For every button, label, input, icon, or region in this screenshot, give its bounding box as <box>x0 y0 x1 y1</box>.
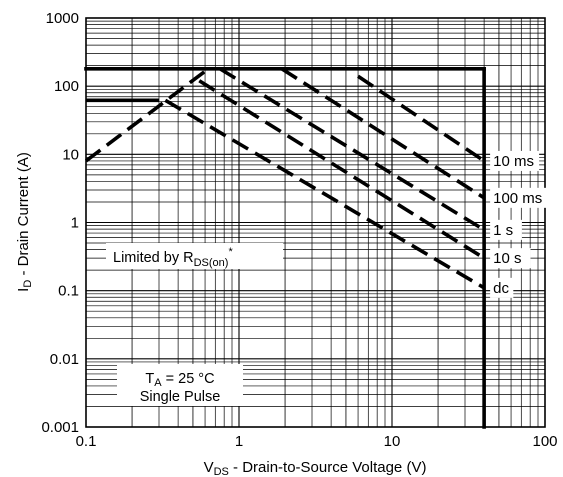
y-tick-label: 1 <box>71 215 79 232</box>
y-tick-label: 10 <box>62 146 79 163</box>
x-tick-label: 1 <box>235 433 243 450</box>
y-tick-label: 0.1 <box>58 283 79 300</box>
series-label-dc: dc <box>493 280 509 297</box>
x-tick-label: 100 <box>532 433 557 450</box>
x-tick-label: 10 <box>384 433 401 450</box>
temperature-condition-sub: A <box>154 377 162 389</box>
data-lines <box>84 66 486 429</box>
x-axis-title-main: V <box>204 459 214 476</box>
series-label-10-ms: 10 ms <box>493 153 534 170</box>
temperature-condition-rest: = 25 °C <box>162 371 215 387</box>
rds-limit-note-main: Limited by R <box>113 250 194 266</box>
y-tick-label: 0.01 <box>50 351 79 368</box>
y-tick-label: 0.001 <box>41 419 79 436</box>
series-line-100-ms <box>280 67 486 200</box>
series-label-bg <box>490 219 522 240</box>
y-tick-label: 1000 <box>46 10 79 27</box>
y-axis-title-main: I <box>15 288 32 292</box>
rds-limit-note: Limited by RDS(on)* <box>106 243 283 269</box>
x-axis-title-rest: - Drain-to-Source Voltage (V) <box>229 459 427 476</box>
series-label-bg <box>490 187 548 208</box>
x-tick-label: 0.1 <box>76 433 97 450</box>
x-axis-title: VDS - Drain-to-Source Voltage (V) <box>204 459 427 477</box>
series-label-10-s: 10 s <box>493 250 521 267</box>
series-labels: 10 ms 100 ms 1 s 10 s dc <box>490 150 548 298</box>
y-axis-title-sub: D <box>22 280 34 288</box>
rds-limit-note-sub: DS(on) <box>194 257 229 269</box>
rds-limit-note-text: Limited by RDS(on)* <box>113 246 233 269</box>
rds-limit-note-bg <box>106 243 283 269</box>
y-axis-title: ID - Drain Current (A) <box>15 152 34 292</box>
rds-limit-note-sup: * <box>228 246 233 258</box>
y-tick-label: 100 <box>54 78 79 95</box>
conditions-note: TA = 25 °C Single Pulse <box>117 364 243 406</box>
series-label-bg <box>490 150 540 171</box>
plot-frame <box>85 17 546 428</box>
tick-labels: 0.1 1 10 100 0.001 0.01 0.1 1 10 100 1000 <box>41 10 557 450</box>
temperature-condition-main: T <box>145 371 154 387</box>
series-line-10-s <box>198 79 486 260</box>
temperature-condition: TA = 25 °C <box>145 371 214 389</box>
pulse-condition: Single Pulse <box>140 389 221 405</box>
y-axis-title-rest: - Drain Current (A) <box>15 152 32 280</box>
series-label-1-s: 1 s <box>493 222 513 239</box>
series-label-100-ms: 100 ms <box>493 190 542 207</box>
x-axis-title-sub: DS <box>214 466 229 477</box>
series-label-bg <box>490 277 514 298</box>
series-label-bg <box>490 248 531 269</box>
series-line-dc <box>164 98 486 290</box>
conditions-note-bg <box>117 364 243 406</box>
